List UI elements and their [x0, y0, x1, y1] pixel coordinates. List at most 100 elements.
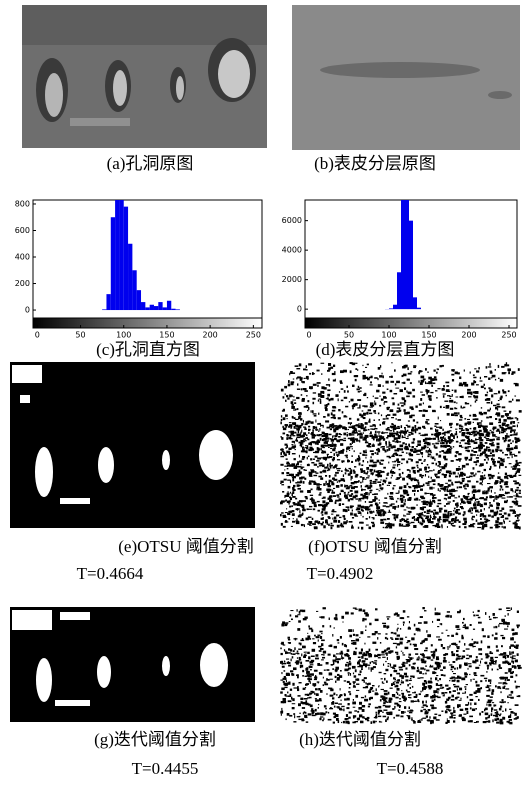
speck — [449, 664, 452, 665]
speck — [392, 402, 394, 405]
speck — [304, 429, 306, 431]
speck — [396, 516, 399, 519]
speck — [425, 673, 427, 675]
speck — [321, 452, 322, 453]
speck — [358, 657, 361, 659]
speck — [306, 450, 308, 453]
speck — [301, 477, 305, 479]
speck — [407, 640, 410, 642]
speck — [394, 461, 396, 463]
speck — [332, 427, 334, 429]
speck — [437, 691, 438, 694]
speck — [430, 511, 433, 513]
speck — [509, 652, 511, 655]
speck — [298, 620, 301, 622]
speck — [292, 496, 295, 498]
speck — [286, 472, 289, 474]
speck — [296, 521, 300, 524]
speck — [373, 481, 377, 482]
speck — [359, 659, 361, 660]
speck — [411, 667, 415, 669]
speck — [470, 624, 472, 626]
speck — [459, 664, 462, 667]
speck — [351, 612, 354, 614]
speck — [405, 499, 406, 502]
speck — [286, 673, 289, 676]
speck — [477, 522, 480, 524]
speck — [306, 721, 309, 722]
speck — [304, 715, 307, 718]
bar — [111, 217, 115, 310]
speck — [424, 511, 426, 513]
speck — [355, 648, 357, 650]
speck — [379, 439, 381, 442]
speck — [303, 420, 304, 423]
speck — [475, 415, 477, 417]
speck — [438, 455, 441, 458]
bar — [405, 200, 409, 309]
speck — [494, 525, 497, 526]
speck — [281, 419, 282, 421]
speck — [336, 694, 337, 695]
speck — [338, 706, 339, 709]
speck — [401, 405, 404, 407]
speck — [398, 411, 401, 413]
speck — [332, 460, 334, 461]
speck — [391, 683, 393, 686]
speck — [509, 719, 512, 721]
speck — [511, 711, 512, 713]
speck — [288, 384, 291, 387]
speck — [496, 715, 498, 717]
speck — [340, 524, 344, 526]
speck — [383, 683, 385, 684]
speck — [357, 418, 359, 420]
speck — [294, 441, 295, 443]
speck — [495, 626, 497, 628]
speck — [350, 370, 352, 373]
speck — [351, 476, 353, 479]
speck — [416, 498, 419, 500]
speck — [484, 709, 485, 711]
speck — [483, 430, 486, 433]
speck — [434, 714, 437, 715]
speck — [380, 460, 383, 462]
speck — [355, 368, 357, 370]
speck — [518, 368, 520, 371]
speck — [459, 688, 462, 691]
speck — [411, 449, 414, 452]
speck — [317, 370, 320, 372]
speck — [392, 445, 395, 448]
speck — [334, 474, 336, 476]
speck — [352, 407, 354, 409]
speck — [343, 433, 346, 436]
speck — [330, 489, 332, 491]
speck — [431, 651, 432, 653]
speck — [458, 473, 459, 475]
speck — [493, 617, 496, 619]
speck — [311, 410, 312, 412]
speck — [365, 479, 366, 480]
speck — [438, 441, 441, 442]
speck — [509, 646, 511, 649]
speck — [285, 521, 289, 522]
speck — [400, 495, 402, 497]
speck — [488, 449, 491, 452]
speck — [326, 662, 329, 664]
speck — [436, 696, 439, 698]
speck — [302, 675, 304, 676]
speck — [315, 429, 318, 430]
speck — [342, 622, 343, 623]
speck — [498, 378, 500, 379]
speck — [365, 658, 368, 660]
speck — [510, 509, 514, 511]
speck — [490, 704, 491, 706]
speck — [330, 444, 333, 447]
speck — [323, 718, 324, 720]
speck — [413, 419, 415, 421]
speck — [418, 372, 420, 374]
speck — [478, 610, 480, 612]
speck — [349, 635, 352, 638]
speck — [473, 615, 475, 617]
speck — [370, 384, 373, 385]
speck — [347, 434, 349, 437]
